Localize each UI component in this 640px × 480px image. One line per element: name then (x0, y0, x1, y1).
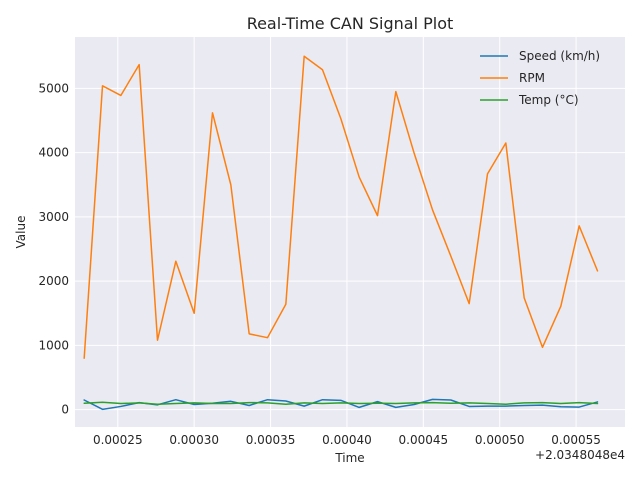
series-lines (83, 55, 599, 411)
legend-label: Temp (°C) (518, 93, 579, 107)
x-tick-label: 0.00055 (551, 433, 601, 447)
x-axis-offset-label: +2.0348048e4 (535, 448, 625, 462)
series-line-2 (83, 401, 599, 405)
plot-area (75, 37, 625, 427)
x-tick-label: 0.00050 (475, 433, 525, 447)
y-tick-label: 0 (61, 403, 69, 417)
y-tick-label: 5000 (38, 81, 69, 95)
y-tick-label: 2000 (38, 274, 69, 288)
x-axis-ticks: 0.00025 0.00030 0.00035 0.00040 0.00045 0.000… (93, 433, 601, 447)
chart-title: Real-Time CAN Signal Plot (247, 14, 454, 33)
grid-lines (75, 37, 625, 427)
x-tick-label: 0.00035 (246, 433, 296, 447)
y-tick-label: 4000 (38, 146, 69, 160)
x-tick-label: 0.00040 (322, 433, 372, 447)
legend: Speed (km/h) RPM Temp (°C) (480, 49, 600, 107)
y-tick-label: 3000 (38, 210, 69, 224)
x-axis-label: Time (334, 451, 364, 465)
series-line-0 (83, 398, 599, 411)
x-tick-label: 0.00025 (93, 433, 143, 447)
series-line-1 (83, 55, 599, 359)
x-tick-label: 0.00030 (169, 433, 219, 447)
x-tick-label: 0.00045 (399, 433, 449, 447)
y-axis-label: Value (14, 216, 28, 249)
legend-label: RPM (519, 71, 545, 85)
y-tick-label: 1000 (38, 338, 69, 352)
y-axis-ticks: 0 1000 2000 3000 4000 5000 (38, 81, 69, 416)
legend-label: Speed (km/h) (519, 49, 600, 63)
